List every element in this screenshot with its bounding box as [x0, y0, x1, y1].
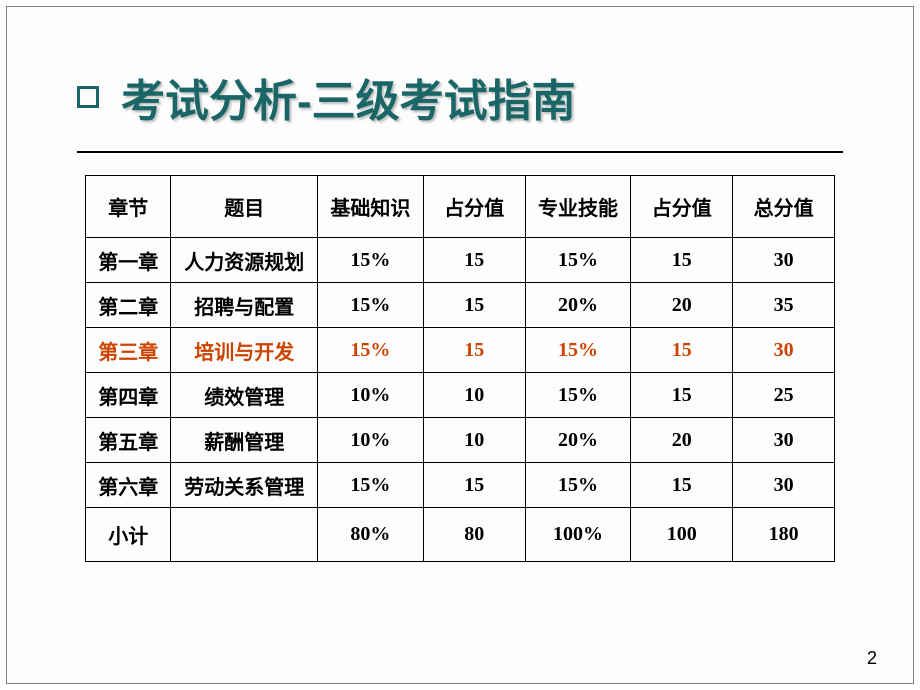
table-header-row: 章节 题目 基础知识 占分值 专业技能 占分值 总分值: [86, 176, 835, 238]
table-cell: 30: [733, 328, 835, 373]
title-row: 考试分析-三级考试指南: [7, 7, 913, 129]
table-row: 第六章劳动关系管理15%1515%1530: [86, 463, 835, 508]
table-cell: 15%: [525, 463, 631, 508]
col-basic-score: 占分值: [423, 176, 525, 238]
slide-title: 考试分析-三级考试指南: [121, 65, 576, 129]
col-professional-skill: 专业技能: [525, 176, 631, 238]
table-row: 第四章绩效管理10%1015%1525: [86, 373, 835, 418]
table-cell: 薪酬管理: [171, 418, 318, 463]
col-basic-knowledge: 基础知识: [318, 176, 424, 238]
subtotal-cell: 小计: [86, 508, 171, 562]
table-cell: 30: [733, 463, 835, 508]
table-cell: 10%: [318, 373, 424, 418]
table-cell: 20: [631, 283, 733, 328]
table-cell: 人力资源规划: [171, 238, 318, 283]
table-cell: 第三章: [86, 328, 171, 373]
table-cell: 15%: [318, 328, 424, 373]
table-cell: 15: [423, 283, 525, 328]
table-cell: 10%: [318, 418, 424, 463]
subtotal-cell: 100: [631, 508, 733, 562]
title-bullet-icon: [77, 86, 99, 108]
table-cell: 招聘与配置: [171, 283, 318, 328]
table-cell: 15: [631, 328, 733, 373]
table-cell: 20%: [525, 283, 631, 328]
table-cell: 15: [423, 328, 525, 373]
col-total-score: 总分值: [733, 176, 835, 238]
table-cell: 15: [423, 463, 525, 508]
table-body: 第一章人力资源规划15%1515%1530第二章招聘与配置15%1520%203…: [86, 238, 835, 562]
table-cell: 第一章: [86, 238, 171, 283]
col-chapter: 章节: [86, 176, 171, 238]
slide-frame: 考试分析-三级考试指南 章节 题目 基础知识 占分值 专业技能: [6, 6, 914, 684]
table-cell: 20: [631, 418, 733, 463]
table-cell: 培训与开发: [171, 328, 318, 373]
table-row: 第二章招聘与配置15%1520%2035: [86, 283, 835, 328]
table-cell: 15%: [525, 373, 631, 418]
subtotal-cell: 100%: [525, 508, 631, 562]
subtotal-cell: 80: [423, 508, 525, 562]
col-topic: 题目: [171, 176, 318, 238]
table-cell: 25: [733, 373, 835, 418]
subtotal-row: 小计 80%80100%100180: [86, 508, 835, 562]
table-cell: 10: [423, 373, 525, 418]
table-row: 第一章人力资源规划15%1515%1530: [86, 238, 835, 283]
table-cell: 第五章: [86, 418, 171, 463]
table-cell: 10: [423, 418, 525, 463]
table-cell: 15%: [318, 463, 424, 508]
analysis-table: 章节 题目 基础知识 占分值 专业技能 占分值 总分值 第一章人力资源规划15%…: [85, 175, 835, 562]
table-cell: 15%: [318, 283, 424, 328]
table-cell: 第二章: [86, 283, 171, 328]
table-cell: 15%: [318, 238, 424, 283]
table-cell: 劳动关系管理: [171, 463, 318, 508]
table-cell: 30: [733, 418, 835, 463]
table-cell: 15: [631, 238, 733, 283]
table-cell: 15: [631, 463, 733, 508]
table-cell: 15%: [525, 238, 631, 283]
table-cell: 35: [733, 283, 835, 328]
col-prof-score: 占分值: [631, 176, 733, 238]
table-cell: 第六章: [86, 463, 171, 508]
table-cell: 绩效管理: [171, 373, 318, 418]
table-container: 章节 题目 基础知识 占分值 专业技能 占分值 总分值 第一章人力资源规划15%…: [7, 153, 913, 562]
table-row: 第五章薪酬管理10%1020%2030: [86, 418, 835, 463]
subtotal-cell: 80%: [318, 508, 424, 562]
subtotal-cell: [171, 508, 318, 562]
table-cell: 15: [631, 373, 733, 418]
table-row: 第三章培训与开发15%1515%1530: [86, 328, 835, 373]
page-number: 2: [867, 648, 877, 669]
table-cell: 第四章: [86, 373, 171, 418]
table-cell: 20%: [525, 418, 631, 463]
table-cell: 30: [733, 238, 835, 283]
table-cell: 15: [423, 238, 525, 283]
table-cell: 15%: [525, 328, 631, 373]
subtotal-cell: 180: [733, 508, 835, 562]
